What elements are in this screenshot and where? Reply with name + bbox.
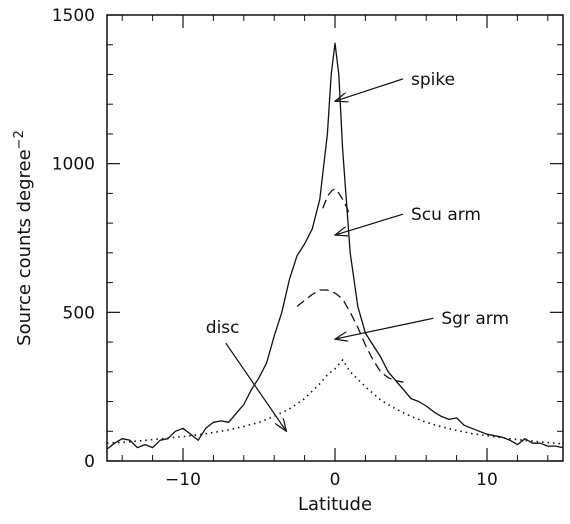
plot-frame [106,14,564,462]
annotation-arrow [225,342,287,431]
series-line-dotted [106,359,564,445]
x-axis-label: Latitude [298,494,372,515]
series-line-solid [106,42,564,450]
y-tick-label: 500 [63,303,95,323]
y-tick-label: 1000 [52,155,95,175]
y-axis-label-main: Source counts degree [14,149,35,346]
y-tick-label: 1500 [52,6,95,26]
annotation-layer: spike Scu arm Sgr arm disc [206,70,509,431]
annotation-arrow [335,78,404,101]
y-axis-label-superscript: −2 [12,130,27,149]
x-tick-label: 0 [330,470,341,490]
y-tick-label: 0 [84,452,95,472]
x-tick-label: −10 [165,470,201,490]
series-line-dashed [296,289,404,383]
series-layer [106,42,564,450]
annotation-arrow [335,213,404,235]
x-tick-label: 10 [476,470,498,490]
y-axis-label: Source counts degree−2 [12,130,35,346]
y-axis-ticks: 0 500 1000 1500 [52,6,563,472]
annotation-arrow [335,317,434,339]
annotation-label: Sgr arm [441,309,509,329]
x-axis-ticks: −10 0 10 [121,15,549,490]
annotation-label: disc [206,318,240,338]
annotation-label: spike [411,70,455,90]
annotation-label: Scu arm [411,205,481,225]
series-line-dashed [322,188,351,218]
